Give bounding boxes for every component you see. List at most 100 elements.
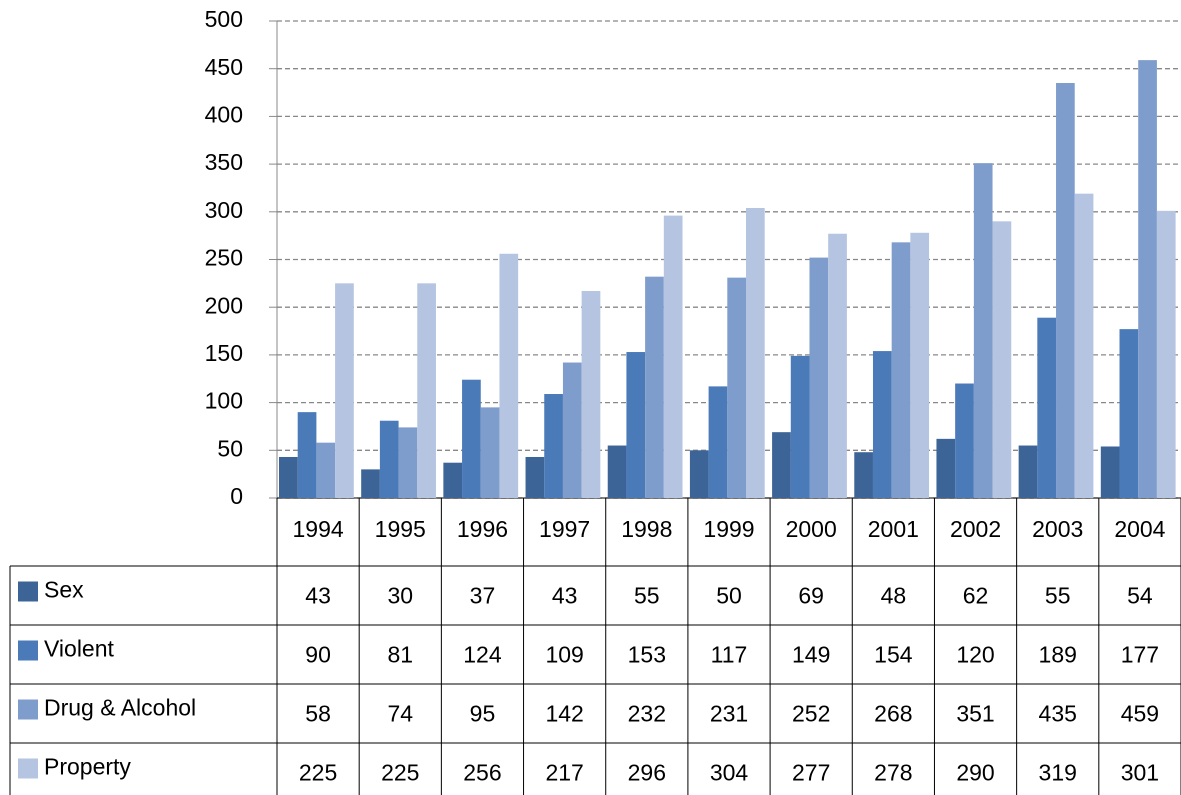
- bar: [854, 452, 873, 498]
- table-value: 296: [628, 760, 666, 786]
- bar: [417, 283, 436, 498]
- bar: [379, 420, 399, 498]
- table-value: 459: [1121, 701, 1159, 727]
- bar: [1074, 193, 1094, 498]
- table-value: 30: [387, 583, 413, 609]
- bar: [279, 456, 298, 498]
- bar: [1100, 446, 1120, 498]
- y-tick-label: 500: [205, 6, 243, 32]
- table-value: 69: [798, 583, 824, 609]
- x-tick-label: 1999: [703, 516, 754, 542]
- bar: [398, 427, 418, 498]
- bar: [1018, 445, 1038, 498]
- y-tick-label: 350: [205, 149, 243, 175]
- table-value: 48: [881, 583, 907, 609]
- table-value: 177: [1121, 642, 1159, 668]
- bar: [745, 207, 765, 498]
- bar: [1056, 83, 1075, 498]
- bar: [1119, 329, 1139, 498]
- bar: [809, 257, 829, 498]
- table-value: 268: [874, 701, 912, 727]
- bar: [607, 445, 627, 498]
- table-value: 62: [963, 583, 989, 609]
- bar: [480, 407, 500, 498]
- y-tick-label: 50: [217, 435, 243, 461]
- bar: [1138, 60, 1157, 498]
- y-tick-label: 300: [205, 197, 243, 223]
- table-value: 256: [463, 760, 501, 786]
- table-value: 81: [387, 642, 413, 668]
- x-tick-label: 1996: [457, 516, 508, 542]
- table-value: 154: [874, 642, 913, 668]
- bar: [772, 432, 791, 498]
- table-value: 54: [1127, 583, 1153, 609]
- table-value: 55: [634, 583, 660, 609]
- legend-label: Drug & Alcohol: [44, 695, 196, 721]
- table-value: 95: [470, 701, 496, 727]
- bar: [626, 352, 646, 498]
- y-tick-label: 150: [205, 340, 243, 366]
- bar: [955, 383, 974, 498]
- table-value: 304: [710, 760, 749, 786]
- bar: [499, 253, 519, 498]
- bar: [663, 215, 683, 498]
- bar: [443, 462, 463, 498]
- bar: [562, 362, 582, 498]
- x-tick-label: 1997: [539, 516, 590, 542]
- table-value: 58: [305, 701, 331, 727]
- bar: [790, 355, 810, 498]
- bar: [361, 469, 380, 498]
- bar: [973, 163, 993, 498]
- bar: [727, 277, 746, 498]
- x-tick-label: 2004: [1114, 516, 1165, 542]
- table-value: 225: [299, 760, 337, 786]
- bar: [544, 394, 563, 498]
- bar: [708, 386, 728, 498]
- bar: [689, 450, 709, 498]
- bar: [316, 442, 336, 498]
- table-value: 117: [711, 642, 748, 668]
- table-value: 109: [545, 642, 583, 668]
- table-value: 435: [1039, 701, 1077, 727]
- bar: [525, 456, 545, 498]
- y-tick-label: 0: [230, 483, 243, 509]
- bar: [1156, 210, 1176, 498]
- y-tick-label: 400: [205, 101, 243, 127]
- legend-label: Sex: [44, 577, 84, 603]
- table-value: 301: [1121, 760, 1159, 786]
- legend-label: Property: [44, 754, 131, 780]
- x-tick-label: 2003: [1032, 516, 1083, 542]
- y-tick-label: 250: [205, 245, 243, 271]
- y-tick-label: 200: [205, 292, 243, 318]
- bar: [910, 232, 930, 498]
- table-value: 278: [874, 760, 912, 786]
- x-tick-label: 1998: [621, 516, 672, 542]
- bar: [462, 379, 481, 498]
- bar: [936, 438, 956, 498]
- table-value: 153: [628, 642, 666, 668]
- table-value: 142: [545, 701, 583, 727]
- bar: [297, 412, 317, 498]
- bar: [872, 351, 892, 498]
- table-value: 231: [710, 701, 748, 727]
- bar: [828, 233, 847, 498]
- legend-key: [18, 699, 38, 720]
- table-value: 120: [956, 642, 994, 668]
- bar: [335, 283, 354, 498]
- table-value: 90: [305, 642, 331, 668]
- table-value: 50: [716, 583, 742, 609]
- table-value: 55: [1045, 583, 1071, 609]
- x-tick-label: 2002: [950, 516, 1001, 542]
- table-value: 252: [792, 701, 830, 727]
- x-tick-label: 1995: [375, 516, 426, 542]
- legend-key: [18, 581, 38, 602]
- legend-key: [18, 640, 38, 661]
- bar: [645, 276, 664, 498]
- table-value: 124: [463, 642, 502, 668]
- table-value: 319: [1039, 760, 1077, 786]
- table-value: 74: [387, 701, 413, 727]
- y-tick-label: 100: [205, 388, 243, 414]
- table-value: 189: [1039, 642, 1077, 668]
- y-tick-label: 450: [205, 54, 243, 80]
